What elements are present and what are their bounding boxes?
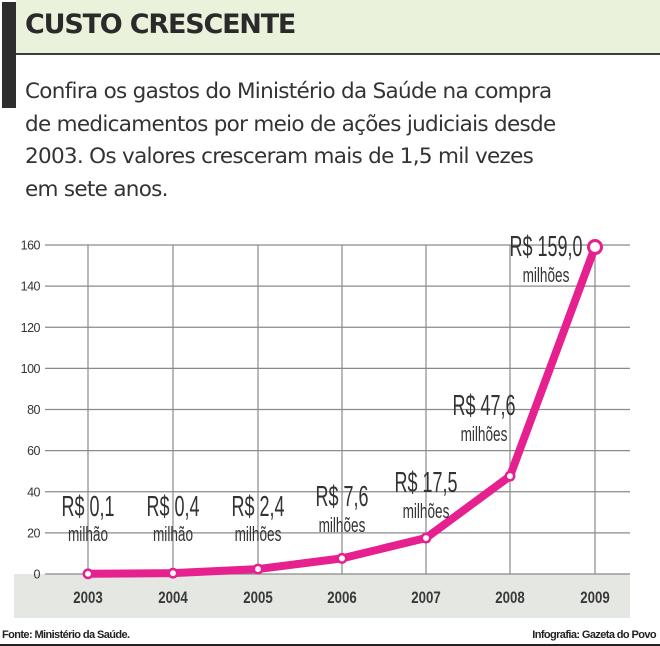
y-tick-label: 100 xyxy=(21,362,41,376)
data-unit-label: milhão xyxy=(68,523,108,545)
data-unit-label: milhões xyxy=(461,423,508,445)
y-tick-label: 120 xyxy=(21,321,41,335)
y-tick-label: 80 xyxy=(27,403,40,417)
side-accent-bar xyxy=(2,2,16,108)
data-point-marker xyxy=(504,470,516,482)
x-tick-label: 2006 xyxy=(327,589,356,608)
data-value-label: R$ 2,4 xyxy=(232,491,285,523)
y-tick-label: 20 xyxy=(27,526,40,540)
data-unit-label: milhão xyxy=(153,523,193,545)
chart-canvas: 0 20 40 60 80 100 120 140 160 2003 2004 2005 2006 200… xyxy=(14,231,630,618)
x-tick-label: 2003 xyxy=(73,589,102,608)
lead-line: em sete anos. xyxy=(25,176,169,202)
x-tick-label: 2008 xyxy=(495,589,524,608)
data-point-marker xyxy=(587,239,603,256)
footer-divider xyxy=(0,644,660,646)
source-note: Fonte: Ministério da Saúde. xyxy=(2,629,130,641)
x-tick-label: 2005 xyxy=(243,589,273,608)
data-value-label: R$ 0,4 xyxy=(147,491,200,523)
line-chart: 0 20 40 60 80 100 120 140 160 2003 2004 2005 2006 200… xyxy=(0,220,660,620)
y-tick-label: 160 xyxy=(21,239,41,253)
page-title: CUSTO CRESCENTE xyxy=(25,9,296,40)
x-axis-band xyxy=(14,574,630,618)
lead-line: Confira os gastos do Ministério da Saúde… xyxy=(25,79,552,104)
data-unit-label: milhões xyxy=(319,514,366,536)
x-tick-label: 2009 xyxy=(580,589,609,608)
data-unit-label: milhões xyxy=(403,500,450,522)
data-point-marker xyxy=(252,563,264,575)
data-point-marker xyxy=(167,567,179,579)
y-tick-label: 60 xyxy=(27,444,40,458)
y-tick-label: 0 xyxy=(34,568,41,582)
data-point-marker xyxy=(82,568,94,580)
data-value-label: R$ 47,6 xyxy=(453,390,516,422)
data-point-marker xyxy=(420,532,432,544)
header-band xyxy=(16,0,660,55)
data-unit-label: milhões xyxy=(235,523,282,545)
data-value-label: R$ 159,0 xyxy=(510,231,583,263)
lead-line: 2003. Os valores cresceram mais de 1,5 m… xyxy=(25,144,534,169)
x-tick-label: 2007 xyxy=(411,589,440,608)
data-unit-label: milhões xyxy=(523,264,570,286)
x-tick-label: 2004 xyxy=(158,589,188,608)
y-tick-label: 40 xyxy=(27,485,40,499)
data-value-label: R$ 7,6 xyxy=(316,481,369,513)
y-tick-label: 140 xyxy=(21,280,41,294)
data-point-marker xyxy=(336,552,348,564)
data-value-label: R$ 0,1 xyxy=(62,491,115,523)
lead-line: de medicamentos por meio de ações judici… xyxy=(25,111,556,137)
credit-note: Infografia: Gazeta do Povo xyxy=(532,629,656,641)
data-value-label: R$ 17,5 xyxy=(395,467,458,499)
lead-paragraph: Confira os gastos do Ministério da Saúde… xyxy=(25,76,655,206)
